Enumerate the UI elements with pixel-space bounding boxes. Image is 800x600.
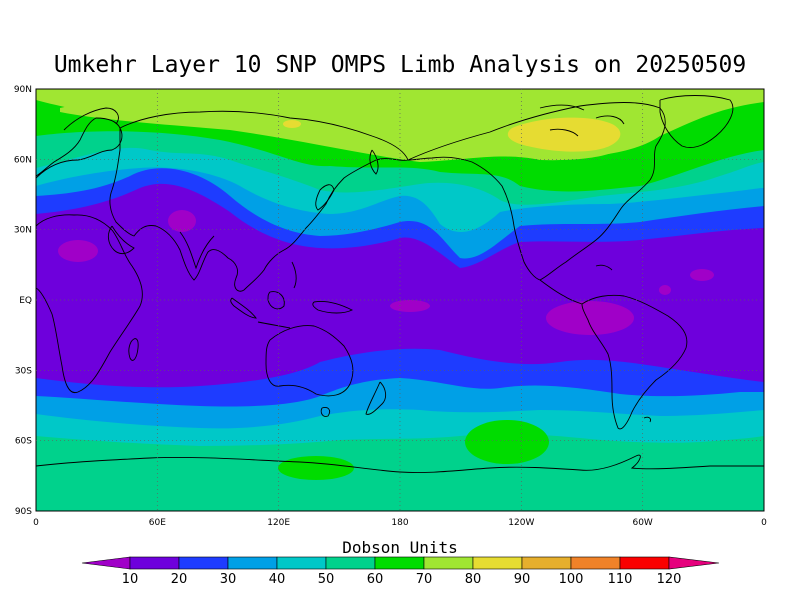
- colorbar-max-triangle: [668, 556, 720, 570]
- kamchatka: [369, 149, 379, 175]
- colorbar-tick-label: 70: [416, 572, 433, 587]
- india: [179, 231, 215, 270]
- colorbar-swatch: [374, 556, 425, 570]
- colorbar-title: Dobson Units: [342, 538, 458, 557]
- band-south-60-70: [465, 420, 549, 464]
- band-antarctic-60-70: [278, 456, 354, 480]
- lon-tick-label: 0: [761, 518, 767, 528]
- band-arctic-80-90: [507, 117, 621, 152]
- colorbar-tick-label: 90: [514, 572, 531, 587]
- philippines: [291, 261, 297, 289]
- greenland: [659, 95, 734, 148]
- java: [257, 321, 291, 329]
- colorbar-tick-label: 20: [171, 572, 188, 587]
- japan: [315, 184, 335, 211]
- band-arctic-80-90-small: [283, 120, 301, 128]
- colorbar-swatch: [129, 556, 180, 570]
- lat-tick-label: 60S: [15, 437, 32, 447]
- colorbar-swatch: [325, 556, 376, 570]
- lon-tick-label: 180: [391, 518, 408, 528]
- min-patch-6: [659, 285, 671, 295]
- lat-tick-label: 90S: [15, 507, 32, 517]
- colorbar-swatch: [570, 556, 621, 570]
- min-patch-2: [168, 210, 196, 232]
- colorbar-tick-label: 40: [269, 572, 286, 587]
- central-america: [539, 279, 583, 305]
- antarctica-coast: [35, 454, 764, 473]
- gridlines: [36, 89, 764, 511]
- colorbar-swatch: [521, 556, 572, 570]
- colorbar-tick-label: 120: [657, 572, 682, 587]
- colorbar-swatch: [472, 556, 523, 570]
- borneo: [267, 291, 285, 310]
- scandinavia: [63, 107, 119, 131]
- new-guinea: [312, 301, 354, 314]
- colorbar-swatch: [619, 556, 670, 570]
- lon-tick-label: 60W: [632, 518, 652, 528]
- lat-tick-label: EQ: [19, 296, 32, 306]
- colorbar-swatch: [227, 556, 278, 570]
- colorbar-swatch: [178, 556, 229, 570]
- lon-tick-label: 60E: [149, 518, 166, 528]
- lon-tick-label: 0: [33, 518, 39, 528]
- map-title: Umkehr Layer 10 SNP OMPS Limb Analysis o…: [53, 52, 747, 78]
- min-patch-5: [690, 269, 714, 281]
- europe-coast: [35, 117, 123, 179]
- caribbean: [595, 264, 613, 271]
- colorbar-tick-label: 80: [465, 572, 482, 587]
- min-patch-4: [390, 300, 430, 312]
- colorbar-tick-label: 100: [559, 572, 584, 587]
- coastlines: [35, 95, 764, 473]
- lat-tick-label: 30S: [15, 366, 32, 376]
- min-patch-1: [58, 240, 98, 262]
- lon-tick-label: 120W: [508, 518, 534, 528]
- north-america-coast: [407, 102, 666, 281]
- colorbar-tick-label: 10: [122, 572, 139, 587]
- sumatra: [230, 297, 257, 319]
- lat-tick-label: 30N: [14, 226, 32, 236]
- colorbar: 10 20 30 40 50 60 70 80 90 100 110 120: [81, 556, 720, 587]
- arabia: [107, 225, 135, 255]
- tasmania: [320, 407, 331, 417]
- lon-tick-label: 120E: [267, 518, 290, 528]
- min-patch-3: [546, 301, 634, 335]
- colorbar-swatch: [276, 556, 327, 570]
- lat-tick-label: 60N: [14, 155, 32, 165]
- arctic-islands: [539, 104, 625, 137]
- colorbar-tick-label: 60: [367, 572, 384, 587]
- colorbar-tick-label: 50: [318, 572, 335, 587]
- australia-coast: [265, 325, 354, 397]
- south-america-coast: [581, 294, 688, 430]
- new-zealand: [365, 381, 387, 415]
- lat-tick-label: 90N: [14, 85, 32, 95]
- asia-coast: [109, 110, 409, 292]
- colorbar-swatch: [423, 556, 474, 570]
- colorbar-tick-label: 30: [220, 572, 237, 587]
- madagascar: [128, 338, 139, 361]
- colorbar-min-triangle: [81, 556, 131, 570]
- africa-coast: [35, 214, 143, 394]
- colorbar-tick-label: 110: [608, 572, 633, 587]
- falklands: [643, 416, 651, 423]
